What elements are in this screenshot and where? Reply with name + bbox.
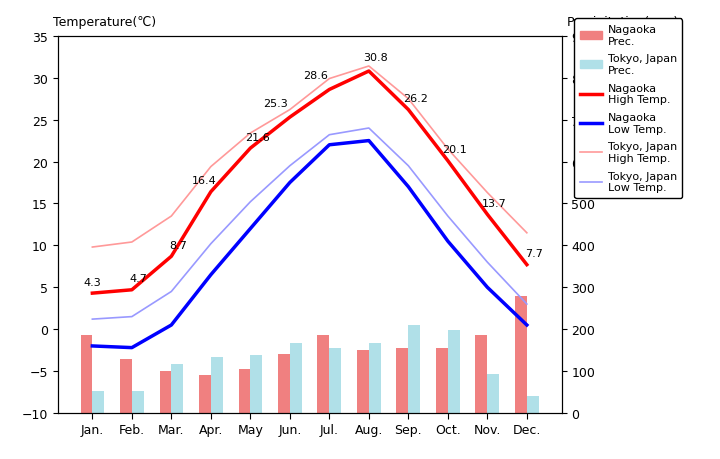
Bar	[397, 348, 408, 413]
Text: 4.3: 4.3	[84, 277, 102, 287]
Nagaoka
Low Temp.	[444, 239, 452, 244]
Nagaoka
High Temp.	[207, 190, 215, 195]
Nagaoka
Low Temp.	[523, 323, 531, 328]
Line: Tokyo, Japan
High Temp.: Tokyo, Japan High Temp.	[92, 67, 527, 247]
Tokyo, Japan
High Temp.	[286, 107, 294, 113]
Nagaoka
High Temp.	[523, 262, 531, 268]
Bar	[132, 392, 144, 413]
Tokyo, Japan
Low Temp.	[404, 163, 413, 169]
Nagaoka
High Temp.	[325, 88, 333, 93]
Text: 4.7: 4.7	[130, 274, 148, 284]
Bar	[527, 397, 539, 413]
Text: Temperature(℃): Temperature(℃)	[53, 16, 156, 29]
Tokyo, Japan
Low Temp.	[444, 214, 452, 219]
Text: 30.8: 30.8	[364, 53, 388, 63]
Tokyo, Japan
Low Temp.	[246, 200, 255, 205]
Nagaoka
High Temp.	[246, 146, 255, 151]
Line: Nagaoka
Low Temp.: Nagaoka Low Temp.	[92, 141, 527, 348]
Tokyo, Japan
Low Temp.	[364, 126, 373, 131]
Nagaoka
Low Temp.	[483, 285, 492, 291]
Bar	[357, 350, 369, 413]
Bar	[171, 364, 183, 413]
Text: 13.7: 13.7	[482, 199, 507, 208]
Nagaoka
High Temp.	[483, 212, 492, 218]
Nagaoka
Low Temp.	[167, 323, 176, 328]
Nagaoka
Low Temp.	[127, 345, 136, 351]
Tokyo, Japan
Low Temp.	[483, 260, 492, 265]
Tokyo, Japan
Low Temp.	[127, 314, 136, 319]
Nagaoka
Low Temp.	[364, 139, 373, 144]
Tokyo, Japan
High Temp.	[167, 214, 176, 219]
Tokyo, Japan
Low Temp.	[286, 163, 294, 169]
Nagaoka
High Temp.	[404, 107, 413, 113]
Tokyo, Japan
Low Temp.	[523, 302, 531, 307]
Nagaoka
High Temp.	[88, 291, 96, 296]
Text: 8.7: 8.7	[169, 241, 187, 250]
Bar	[448, 330, 459, 413]
Tokyo, Japan
High Temp.	[325, 77, 333, 82]
Bar	[251, 355, 262, 413]
Nagaoka
Low Temp.	[246, 226, 255, 232]
Tokyo, Japan
High Temp.	[364, 64, 373, 70]
Bar	[199, 375, 211, 413]
Nagaoka
High Temp.	[364, 69, 373, 75]
Nagaoka
High Temp.	[127, 287, 136, 293]
Text: 21.6: 21.6	[245, 133, 270, 142]
Bar	[369, 343, 381, 413]
Bar	[211, 358, 222, 413]
Text: Precipitation(mm): Precipitation(mm)	[567, 16, 679, 29]
Tokyo, Japan
High Temp.	[444, 147, 452, 152]
Bar	[487, 374, 499, 413]
Bar	[92, 392, 104, 413]
Bar	[160, 371, 171, 413]
Nagaoka
High Temp.	[286, 115, 294, 121]
Tokyo, Japan
High Temp.	[483, 190, 492, 196]
Bar	[278, 354, 290, 413]
Text: 28.6: 28.6	[303, 71, 328, 81]
Bar	[120, 359, 132, 413]
Nagaoka
Low Temp.	[207, 272, 215, 278]
Line: Nagaoka
High Temp.: Nagaoka High Temp.	[92, 72, 527, 293]
Nagaoka
Low Temp.	[325, 143, 333, 148]
Tokyo, Japan
Low Temp.	[325, 133, 333, 138]
Text: 26.2: 26.2	[403, 94, 428, 104]
Nagaoka
Low Temp.	[404, 185, 413, 190]
Tokyo, Japan
Low Temp.	[167, 289, 176, 295]
Bar	[318, 336, 329, 413]
Bar	[290, 343, 302, 413]
Nagaoka
Low Temp.	[286, 180, 294, 186]
Tokyo, Japan
High Temp.	[127, 240, 136, 245]
Line: Tokyo, Japan
Low Temp.: Tokyo, Japan Low Temp.	[92, 129, 527, 319]
Tokyo, Japan
High Temp.	[88, 245, 96, 250]
Bar	[238, 369, 251, 413]
Bar	[408, 325, 420, 413]
Bar	[475, 336, 487, 413]
Tokyo, Japan
High Temp.	[523, 230, 531, 236]
Text: 7.7: 7.7	[525, 249, 543, 259]
Legend: Nagaoka
Prec., Tokyo, Japan
Prec., Nagaoka
High Temp., Nagaoka
Low Temp., Tokyo,: Nagaoka Prec., Tokyo, Japan Prec., Nagao…	[575, 19, 683, 199]
Tokyo, Japan
Low Temp.	[207, 241, 215, 247]
Nagaoka
High Temp.	[444, 159, 452, 164]
Tokyo, Japan
High Temp.	[246, 131, 255, 136]
Bar	[515, 296, 527, 413]
Bar	[436, 348, 448, 413]
Bar	[329, 349, 341, 413]
Tokyo, Japan
High Temp.	[404, 97, 413, 102]
Nagaoka
High Temp.	[167, 254, 176, 259]
Text: 16.4: 16.4	[192, 176, 216, 186]
Nagaoka
Low Temp.	[88, 343, 96, 349]
Bar	[81, 336, 92, 413]
Tokyo, Japan
High Temp.	[207, 164, 215, 170]
Text: 25.3: 25.3	[264, 99, 288, 109]
Tokyo, Japan
Low Temp.	[88, 317, 96, 322]
Text: 20.1: 20.1	[442, 145, 467, 155]
